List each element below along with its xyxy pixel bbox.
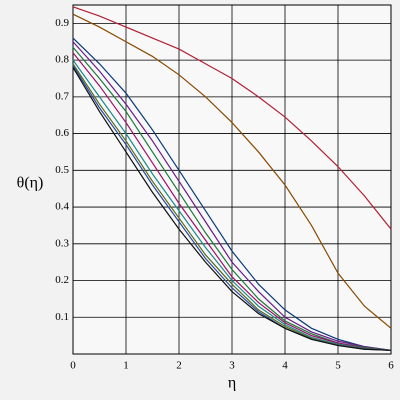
y-tick-label: 0.1: [55, 311, 69, 323]
series-line: [72, 13, 392, 329]
y-tick-label: 0.8: [55, 54, 69, 66]
y-axis-label: θ(η): [17, 175, 44, 192]
x-tick-label: 6: [388, 360, 394, 372]
series-line: [72, 67, 392, 351]
series-line: [72, 59, 392, 351]
series-line: [72, 52, 392, 351]
x-axis-label: η: [228, 375, 236, 392]
x-tick-label: 5: [335, 360, 341, 372]
series-line: [72, 41, 392, 351]
y-tick-label: 0.2: [55, 274, 69, 286]
y-tick-label: 0.6: [55, 127, 69, 139]
x-tick-label: 0: [70, 360, 76, 372]
x-tick-label: 3: [229, 360, 235, 372]
y-tick-label: 0.4: [55, 201, 69, 213]
y-tick-label: 0.3: [55, 237, 69, 249]
y-tick-label: 0.7: [55, 90, 69, 102]
y-tick-label: 0.9: [55, 17, 69, 29]
x-tick-label: 4: [282, 360, 288, 372]
series-line: [72, 6, 392, 230]
x-tick-label: 1: [123, 360, 129, 372]
y-tick-label: 0.5: [55, 164, 69, 176]
series-line: [72, 37, 392, 351]
x-tick-label: 2: [176, 360, 182, 372]
